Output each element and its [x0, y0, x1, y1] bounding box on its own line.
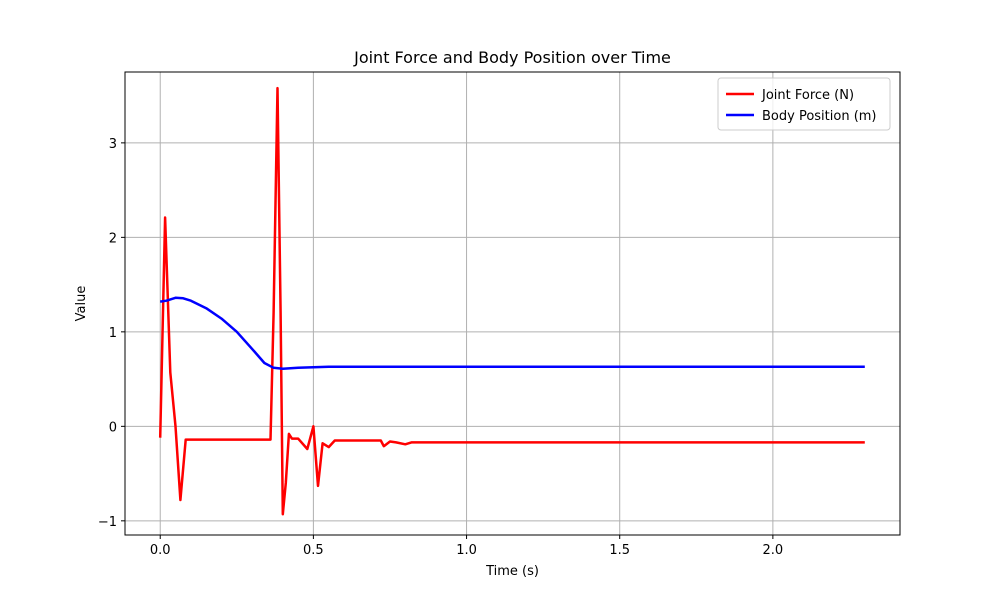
- ticks: 0.0 0.5 1.0 1.5 2.0 −1 0 1 2 3: [98, 137, 783, 558]
- legend-label-joint-force: Joint Force (N): [761, 88, 854, 103]
- chart-title: Joint Force and Body Position over Time: [353, 48, 671, 67]
- x-tick-label: 2.0: [763, 543, 784, 558]
- legend: Joint Force (N) Body Position (m): [717, 77, 891, 131]
- y-tick-label: 3: [109, 137, 117, 152]
- y-tick-label: 2: [109, 231, 117, 246]
- legend-box: [717, 77, 891, 131]
- joint-force-line: [158, 86, 865, 516]
- x-tick-label: 0.5: [303, 543, 324, 558]
- x-tick-label: 1.0: [456, 543, 477, 558]
- y-axis-label: Value: [74, 286, 89, 322]
- grid: [125, 72, 900, 535]
- x-axis-label: Time (s): [485, 564, 539, 579]
- y-tick-label: −1: [98, 515, 117, 530]
- x-tick-label: 1.5: [609, 543, 630, 558]
- series-layer: [158, 86, 865, 516]
- body-position-line: [160, 296, 865, 370]
- legend-label-body-position: Body Position (m): [762, 109, 877, 124]
- y-tick-label: 1: [109, 326, 117, 341]
- plot-frame: [124, 71, 901, 536]
- y-tick-label: 0: [109, 420, 117, 435]
- x-tick-label: 0.0: [150, 543, 171, 558]
